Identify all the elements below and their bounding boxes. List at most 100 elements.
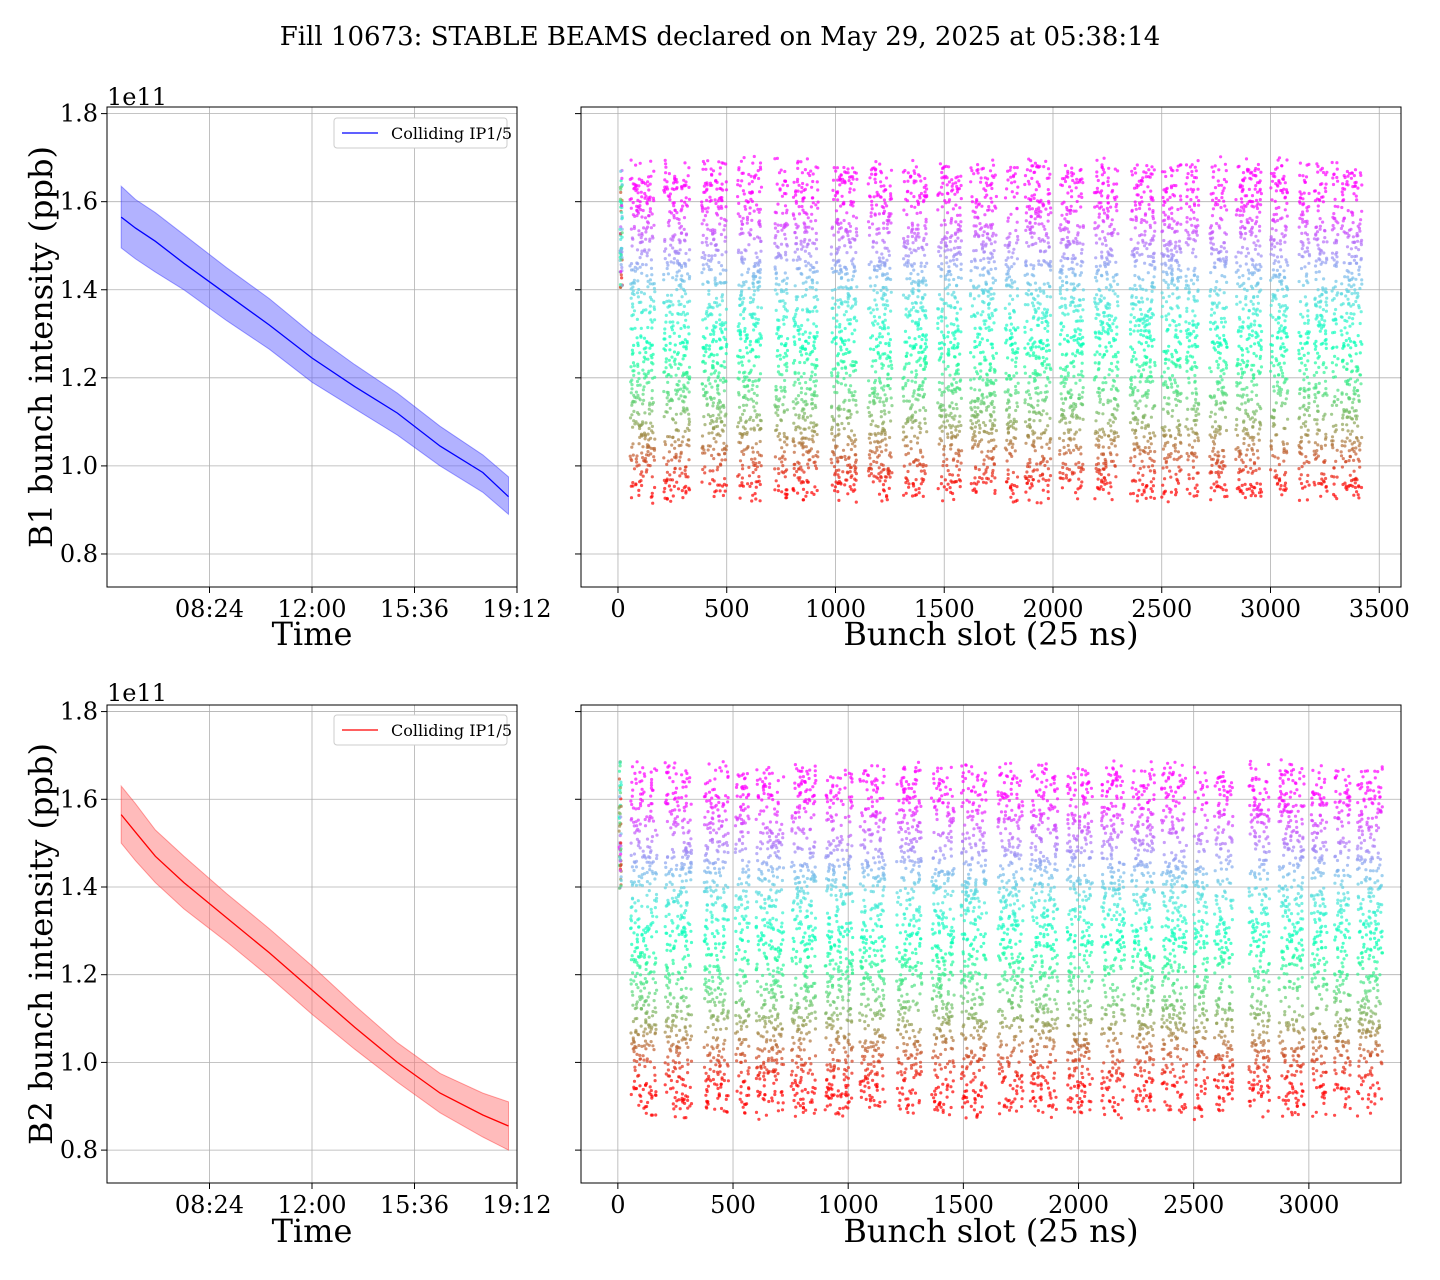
bunch-point xyxy=(1067,430,1071,434)
bunch-point xyxy=(711,306,715,310)
bunch-point xyxy=(973,434,977,438)
bunch-point xyxy=(838,264,842,268)
bunch-point xyxy=(1042,359,1047,363)
bunch-point xyxy=(675,352,680,356)
bunch-point xyxy=(792,462,796,467)
bunch-point xyxy=(952,377,956,381)
bunch-point xyxy=(774,234,778,238)
bunch-point xyxy=(681,435,685,439)
bunch-point xyxy=(847,456,851,460)
bunch-point xyxy=(855,285,859,289)
bunch-point xyxy=(1006,219,1010,223)
bunch-point xyxy=(992,382,996,386)
bunch-point xyxy=(755,413,759,417)
bunch-point xyxy=(715,384,720,388)
bunch-point xyxy=(925,242,929,247)
bunch-point xyxy=(883,479,887,483)
bunch-point xyxy=(743,339,747,343)
bunch-point xyxy=(1038,289,1043,293)
bunch-point xyxy=(1040,320,1044,325)
bunch-point xyxy=(1069,282,1073,286)
bunch-point xyxy=(906,235,910,239)
bunch-point xyxy=(974,224,978,228)
bunch-point xyxy=(685,204,690,208)
bunch-point xyxy=(829,371,834,375)
bunch-point xyxy=(705,403,709,407)
bunch-point xyxy=(640,271,644,275)
bunch-point xyxy=(620,231,624,235)
bunch-point xyxy=(849,306,853,310)
bunch-point xyxy=(950,389,954,393)
bunch-point xyxy=(749,296,753,300)
bunch-point xyxy=(634,457,638,461)
bunch-point xyxy=(990,181,994,185)
bunch-point xyxy=(1100,250,1104,254)
bunch-point xyxy=(1004,480,1009,484)
bunch-point xyxy=(632,224,637,229)
bunch-point xyxy=(814,324,819,328)
bunch-point xyxy=(904,491,908,495)
bunch-point xyxy=(640,181,644,185)
bunch-point xyxy=(1099,205,1103,209)
bunch-point xyxy=(841,448,846,452)
bunch-point xyxy=(1008,294,1012,298)
bunch-point xyxy=(744,280,748,284)
bunch-point xyxy=(672,470,676,474)
bunch-point xyxy=(917,335,921,339)
bunch-point xyxy=(981,267,985,271)
bunch-point xyxy=(1035,462,1039,466)
bunch-point xyxy=(640,215,644,219)
bunch-point xyxy=(736,376,740,380)
b1-time-panel: 0.81.01.21.41.61.808:24 12:00 15:36 19:12 1… xyxy=(22,83,552,653)
bunch-point xyxy=(908,277,912,281)
bunch-point xyxy=(707,431,711,435)
bunch-point xyxy=(807,252,811,256)
bunch-point xyxy=(806,462,810,466)
bunch-point xyxy=(949,219,953,223)
bunch-point xyxy=(745,215,750,219)
bunch-point xyxy=(709,372,713,376)
bunch-point xyxy=(837,468,841,472)
bunch-point xyxy=(1064,368,1068,372)
bunch-point xyxy=(643,191,647,196)
bunch-point xyxy=(873,401,877,405)
bunch-point xyxy=(1095,272,1099,276)
bunch-point xyxy=(919,261,923,265)
bunch-point xyxy=(1047,478,1051,482)
bunch-point xyxy=(1058,366,1063,370)
bunch-point xyxy=(975,266,980,270)
bunch-point xyxy=(702,415,706,419)
bunch-point xyxy=(1108,224,1112,229)
bunch-point xyxy=(814,423,818,428)
bunch-point xyxy=(631,453,635,457)
bunch-point xyxy=(923,293,927,297)
bunch-point xyxy=(879,415,883,419)
bunch-point xyxy=(942,390,947,394)
bunch-point xyxy=(849,245,853,249)
bunch-point xyxy=(871,166,875,170)
bunch-point xyxy=(778,438,782,442)
bunch-point xyxy=(959,423,963,428)
bunch-point xyxy=(796,189,800,193)
bunch-point xyxy=(1116,434,1120,439)
bunch-point xyxy=(808,173,812,178)
bunch-point xyxy=(640,483,644,488)
bunch-point xyxy=(983,322,987,326)
bunch-point xyxy=(752,428,757,432)
bunch-point xyxy=(875,250,879,254)
bunch-point xyxy=(773,222,777,226)
bunch-point xyxy=(619,253,623,257)
bunch-point xyxy=(981,378,985,382)
bunch-point xyxy=(718,318,722,322)
bunch-point xyxy=(747,389,751,393)
bunch-point xyxy=(946,292,950,296)
bunch-point xyxy=(1062,431,1066,435)
bunch-point xyxy=(955,190,960,194)
bunch-point xyxy=(635,214,639,218)
bunch-point xyxy=(713,278,717,282)
bunch-point xyxy=(677,221,681,225)
bunch-point xyxy=(978,426,982,430)
bunch-point xyxy=(948,269,952,273)
bunch-point xyxy=(917,487,921,491)
bunch-point xyxy=(798,360,802,365)
